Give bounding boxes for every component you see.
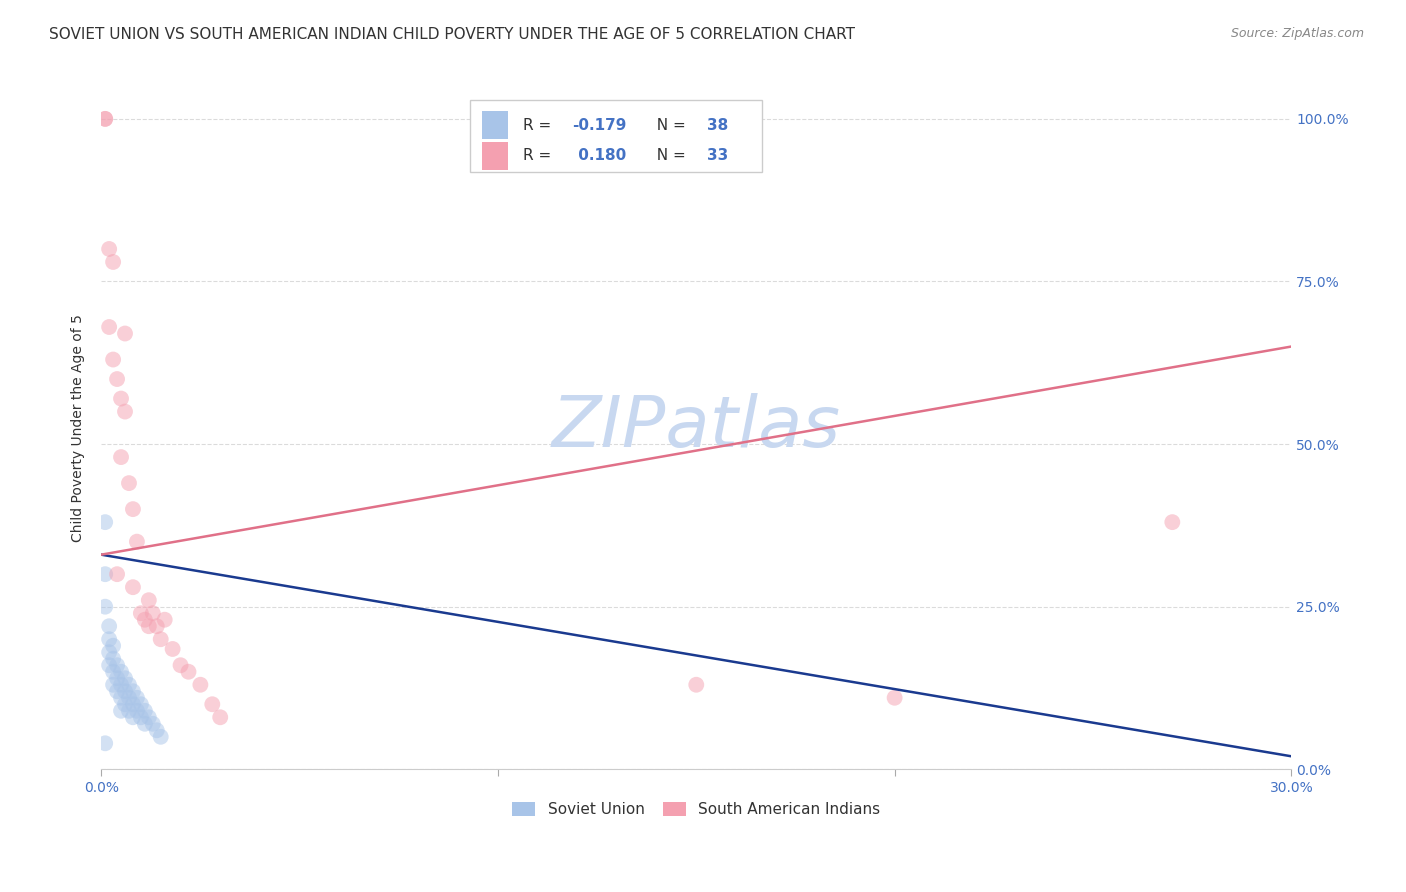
Point: [1161, 515, 1184, 529]
Point: [105, 671, 128, 685]
Point: [101, 678, 124, 692]
Point: [134, 613, 156, 627]
Point: [129, 710, 152, 724]
Point: [177, 665, 200, 679]
Point: [145, 723, 167, 738]
Point: [94, 567, 117, 582]
Point: [169, 658, 191, 673]
Text: 33: 33: [707, 148, 728, 163]
Bar: [470, 100, 762, 172]
Point: [122, 502, 145, 516]
Point: [94, 112, 117, 126]
Point: [149, 632, 172, 647]
Bar: [482, 143, 508, 169]
Bar: [482, 112, 508, 139]
Point: [883, 690, 905, 705]
Point: [110, 678, 132, 692]
Point: [118, 476, 141, 491]
Point: [98, 242, 121, 256]
Point: [98, 619, 121, 633]
Point: [138, 593, 160, 607]
Legend: Soviet Union, South American Indians: Soviet Union, South American Indians: [506, 796, 886, 823]
Point: [101, 651, 124, 665]
Text: R =: R =: [523, 118, 555, 133]
Point: [114, 684, 136, 698]
Point: [101, 665, 124, 679]
Point: [94, 736, 117, 750]
Point: [94, 112, 117, 126]
Point: [138, 710, 160, 724]
Point: [209, 710, 232, 724]
Point: [122, 684, 145, 698]
Point: [122, 710, 145, 724]
Text: Source: ZipAtlas.com: Source: ZipAtlas.com: [1230, 27, 1364, 40]
Point: [101, 352, 124, 367]
Text: 38: 38: [707, 118, 728, 133]
Point: [118, 690, 141, 705]
Point: [685, 678, 707, 692]
Point: [98, 632, 121, 647]
Point: [138, 619, 160, 633]
Point: [153, 613, 176, 627]
Point: [122, 580, 145, 594]
Point: [142, 716, 165, 731]
Point: [162, 642, 184, 657]
Point: [134, 704, 156, 718]
Point: [98, 320, 121, 334]
Point: [125, 704, 148, 718]
Text: ZIPatlas: ZIPatlas: [551, 393, 841, 462]
Point: [105, 567, 128, 582]
Text: N =: N =: [648, 148, 692, 163]
Point: [94, 515, 117, 529]
Text: SOVIET UNION VS SOUTH AMERICAN INDIAN CHILD POVERTY UNDER THE AGE OF 5 CORRELATI: SOVIET UNION VS SOUTH AMERICAN INDIAN CH…: [49, 27, 855, 42]
Point: [134, 716, 156, 731]
Point: [118, 704, 141, 718]
Point: [129, 606, 152, 620]
Point: [98, 658, 121, 673]
Point: [125, 534, 148, 549]
Point: [101, 639, 124, 653]
Point: [142, 606, 165, 620]
Text: 0.180: 0.180: [572, 148, 626, 163]
Point: [114, 698, 136, 712]
Point: [122, 698, 145, 712]
Point: [110, 704, 132, 718]
Y-axis label: Child Poverty Under the Age of 5: Child Poverty Under the Age of 5: [72, 314, 86, 541]
Point: [201, 698, 224, 712]
Point: [105, 684, 128, 698]
Point: [114, 404, 136, 418]
Point: [114, 671, 136, 685]
Point: [110, 665, 132, 679]
Point: [145, 619, 167, 633]
Point: [110, 392, 132, 406]
Point: [118, 678, 141, 692]
Text: N =: N =: [648, 118, 692, 133]
Text: -0.179: -0.179: [572, 118, 627, 133]
Point: [101, 255, 124, 269]
Point: [105, 658, 128, 673]
Point: [114, 326, 136, 341]
Point: [129, 698, 152, 712]
Point: [190, 678, 212, 692]
Point: [149, 730, 172, 744]
Point: [110, 690, 132, 705]
Point: [94, 599, 117, 614]
Point: [110, 450, 132, 464]
Point: [105, 372, 128, 386]
Point: [98, 645, 121, 659]
Text: R =: R =: [523, 148, 555, 163]
Point: [125, 690, 148, 705]
